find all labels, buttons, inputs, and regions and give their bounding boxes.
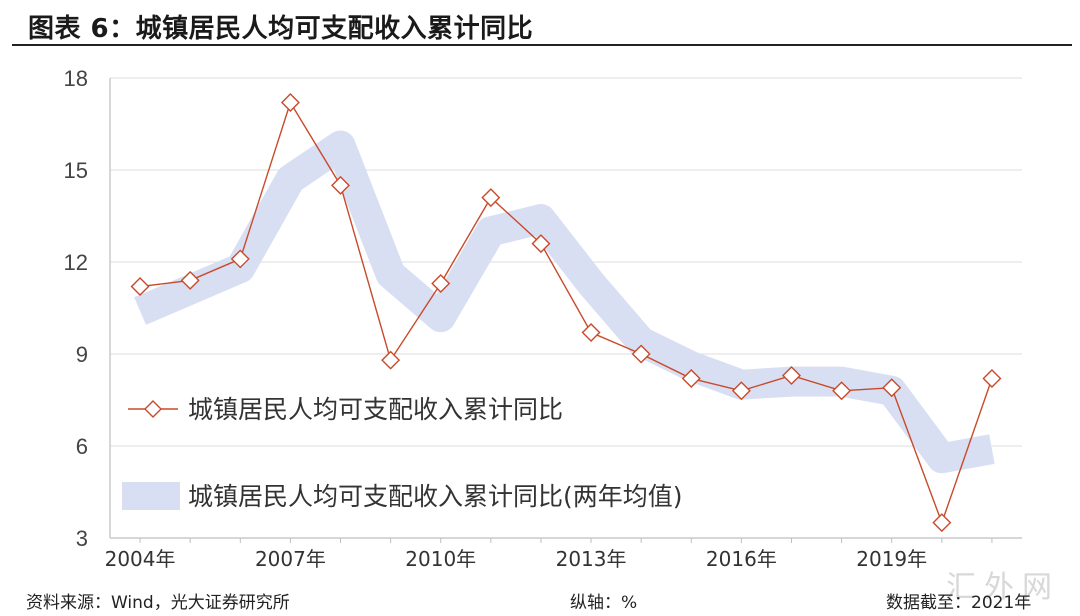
x-tick-label: 2007年: [255, 547, 326, 571]
yoy-line: [139, 100, 993, 525]
gridlines: [110, 77, 1022, 539]
data-point: [581, 323, 601, 343]
legend-label: 城镇居民人均可支配收入累计同比(两年均值): [188, 482, 683, 511]
y-tick-label: 18: [64, 66, 88, 91]
watermark: 汇外网: [946, 570, 1060, 605]
data-point: [130, 277, 150, 297]
series-line: [130, 93, 1002, 533]
x-tick-label: 2004年: [105, 547, 176, 571]
legend-label: 城镇居民人均可支配收入累计同比: [188, 395, 563, 424]
data-point: [731, 381, 751, 401]
x-tick-label: 2016年: [706, 547, 777, 571]
x-tick-label: 2010年: [405, 547, 476, 571]
data-point: [381, 350, 401, 370]
y-tick-label: 9: [76, 342, 88, 367]
y-tick-label: 12: [64, 250, 88, 275]
data-point: [631, 344, 651, 364]
x-axis: 2004年 2007年 2010年 2013年 2016年 2019年: [105, 537, 1022, 571]
axis-unit-note: 纵轴：%: [570, 593, 638, 613]
data-point: [331, 175, 350, 195]
source-note: 资料来源：Wind，光大证券研究所: [26, 593, 290, 613]
data-point: [531, 234, 551, 254]
avg-band: [134, 130, 995, 474]
y-axis: 3 6 9 12 15 18: [64, 66, 111, 551]
x-tick-label: 2019年: [856, 547, 927, 571]
title-divider: [12, 44, 1072, 46]
data-point: [832, 381, 852, 401]
y-tick-label: 3: [76, 526, 88, 551]
legend-marker: [144, 400, 162, 418]
data-point: [431, 273, 451, 293]
x-tick-label: 2013年: [556, 547, 627, 571]
date-note: 数据截至：2021年: [886, 593, 1032, 613]
y-tick-label: 6: [76, 434, 88, 459]
data-point: [681, 369, 701, 389]
series-band: [134, 130, 995, 474]
data-point: [230, 249, 250, 269]
data-point: [782, 365, 801, 385]
data-point: [180, 270, 200, 290]
y-tick-label: 15: [64, 158, 88, 183]
chart-title: 图表 6：城镇居民人均可支配收入累计同比: [28, 14, 534, 44]
data-point: [481, 188, 501, 208]
data-point: [280, 93, 300, 113]
data-point: [982, 369, 1002, 389]
data-point: [882, 378, 902, 398]
data-point: [932, 513, 952, 533]
